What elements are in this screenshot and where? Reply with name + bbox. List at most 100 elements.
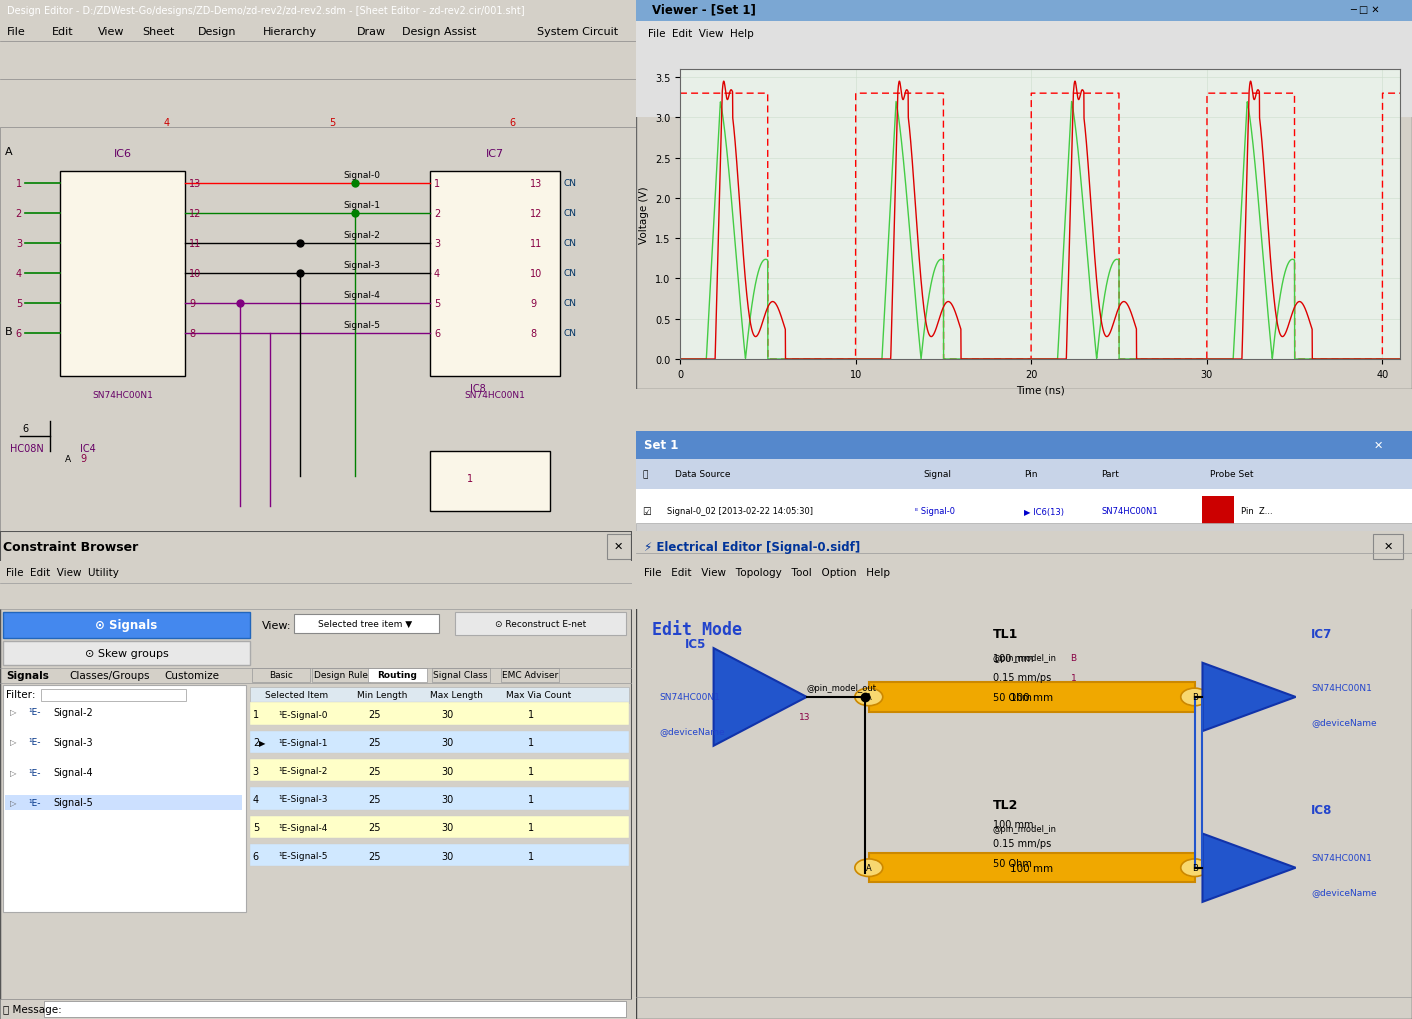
Text: 1: 1 <box>528 794 534 804</box>
Text: 1: 1 <box>433 178 441 189</box>
Text: Signal-1: Signal-1 <box>343 202 380 210</box>
Text: 6.51: 6.51 <box>1327 95 1348 105</box>
Text: 9: 9 <box>189 299 195 309</box>
Text: A: A <box>65 454 71 464</box>
Bar <box>635 47 1412 83</box>
Text: Edit: Edit <box>52 26 73 37</box>
Text: Max Via Count: Max Via Count <box>505 690 570 699</box>
Text: 1: 1 <box>528 766 534 775</box>
Bar <box>41 689 186 701</box>
Text: Classes/Groups: Classes/Groups <box>69 671 150 681</box>
Text: Signal-2: Signal-2 <box>343 231 380 240</box>
Text: @pin_model_out: @pin_model_out <box>806 683 877 692</box>
Text: Design Editor - D:/ZDWest-Go/designs/ZD-Demo/zd-rev2/zd-rev2.sdm - [Sheet Editor: Design Editor - D:/ZDWest-Go/designs/ZD-… <box>7 6 525 16</box>
Text: IC7: IC7 <box>1312 628 1333 640</box>
Text: EMC Adviser: EMC Adviser <box>503 671 558 680</box>
Text: Filter:: Filter: <box>6 690 35 700</box>
Bar <box>635 432 1412 460</box>
Text: 30: 30 <box>441 709 453 719</box>
Bar <box>635 524 1412 532</box>
Text: IC8: IC8 <box>1312 803 1333 816</box>
Text: B: B <box>6 327 13 336</box>
Text: ¹E-Signal-4: ¹E-Signal-4 <box>278 823 328 832</box>
Text: 11: 11 <box>189 238 202 249</box>
Bar <box>431 172 561 377</box>
Text: 10: 10 <box>189 269 202 279</box>
Text: CN: CN <box>563 209 578 218</box>
Text: 1: 1 <box>16 178 23 189</box>
Text: ⊙ Reconstruct E-net: ⊙ Reconstruct E-net <box>494 620 586 629</box>
Text: 1: 1 <box>528 738 534 748</box>
Text: Signal-5: Signal-5 <box>343 321 380 330</box>
Text: Signal-5: Signal-5 <box>54 798 93 807</box>
Text: 👁: 👁 <box>642 470 648 479</box>
Bar <box>0 561 633 584</box>
Text: 6: 6 <box>508 118 515 127</box>
Text: ✕: ✕ <box>1374 440 1382 450</box>
Text: 5: 5 <box>433 299 441 309</box>
Text: B: B <box>1070 654 1077 662</box>
Bar <box>250 759 628 782</box>
Text: 5: 5 <box>329 118 336 127</box>
Text: 11: 11 <box>530 238 542 249</box>
Polygon shape <box>1203 834 1296 902</box>
Text: 1: 1 <box>467 474 473 484</box>
Bar <box>635 83 1412 117</box>
Text: 25: 25 <box>367 794 380 804</box>
Bar <box>0 999 633 1019</box>
Circle shape <box>1180 859 1209 876</box>
Text: ¹E-Signal-1: ¹E-Signal-1 <box>278 738 328 747</box>
Text: 0.15 mm/ps: 0.15 mm/ps <box>993 839 1051 849</box>
Bar <box>294 614 439 634</box>
Text: Signal-4: Signal-4 <box>54 767 93 777</box>
Text: Draw: Draw <box>357 26 387 37</box>
Bar <box>312 668 370 683</box>
Text: Time Domain: Time Domain <box>987 122 1060 132</box>
Text: 8: 8 <box>530 329 537 338</box>
Text: ▷: ▷ <box>10 798 16 807</box>
Text: 9: 9 <box>530 299 537 309</box>
Bar <box>635 561 1412 584</box>
X-axis label: Time (ns): Time (ns) <box>1015 385 1065 395</box>
Text: Viewer - [Set 1]: Viewer - [Set 1] <box>651 3 755 16</box>
Text: IC7: IC7 <box>486 149 504 159</box>
Text: 100 mm: 100 mm <box>993 819 1034 829</box>
Bar <box>59 172 185 377</box>
Text: 13: 13 <box>530 178 542 189</box>
Text: Help: Help <box>875 26 901 37</box>
Bar <box>607 534 631 559</box>
Text: File   Edit   View   Topology   Tool   Option   Help: File Edit View Topology Tool Option Help <box>644 568 890 578</box>
Bar <box>251 668 309 683</box>
Bar <box>1195 697 1203 868</box>
Text: 25: 25 <box>367 766 380 775</box>
Bar <box>635 489 1412 532</box>
Circle shape <box>1180 689 1209 706</box>
Text: 13: 13 <box>189 178 202 189</box>
Text: SN74HC00N1: SN74HC00N1 <box>1312 854 1372 863</box>
Y-axis label: Voltage (V): Voltage (V) <box>640 186 650 244</box>
Text: ─  □  ✕: ─ □ ✕ <box>1370 6 1408 16</box>
Text: 100 mm: 100 mm <box>1010 863 1053 873</box>
Text: A: A <box>6 147 13 157</box>
Circle shape <box>854 689 882 706</box>
Text: Signal-4: Signal-4 <box>343 291 380 301</box>
Text: 30: 30 <box>441 738 453 748</box>
Text: 100 mm: 100 mm <box>1010 692 1053 702</box>
Text: Design: Design <box>198 26 236 37</box>
Text: ✕: ✕ <box>1384 541 1392 551</box>
Text: 1: 1 <box>253 709 258 719</box>
Text: B: B <box>1192 863 1197 872</box>
Text: 📡 Message:: 📡 Message: <box>3 1004 62 1014</box>
Text: Sheet: Sheet <box>143 26 175 37</box>
Text: Edit Mode: Edit Mode <box>651 620 741 638</box>
Text: 8: 8 <box>189 329 195 338</box>
Text: Signal Class: Signal Class <box>433 671 489 680</box>
Text: 0.15 mm/ps: 0.15 mm/ps <box>993 673 1051 683</box>
Text: View:: View: <box>263 621 292 630</box>
Text: ☑: ☑ <box>642 506 651 517</box>
Bar <box>6 795 241 810</box>
Text: IC4: IC4 <box>80 443 96 453</box>
Text: 30: 30 <box>441 822 453 833</box>
Text: ¹E-: ¹E- <box>28 738 41 747</box>
Text: ▷: ▷ <box>10 738 16 747</box>
